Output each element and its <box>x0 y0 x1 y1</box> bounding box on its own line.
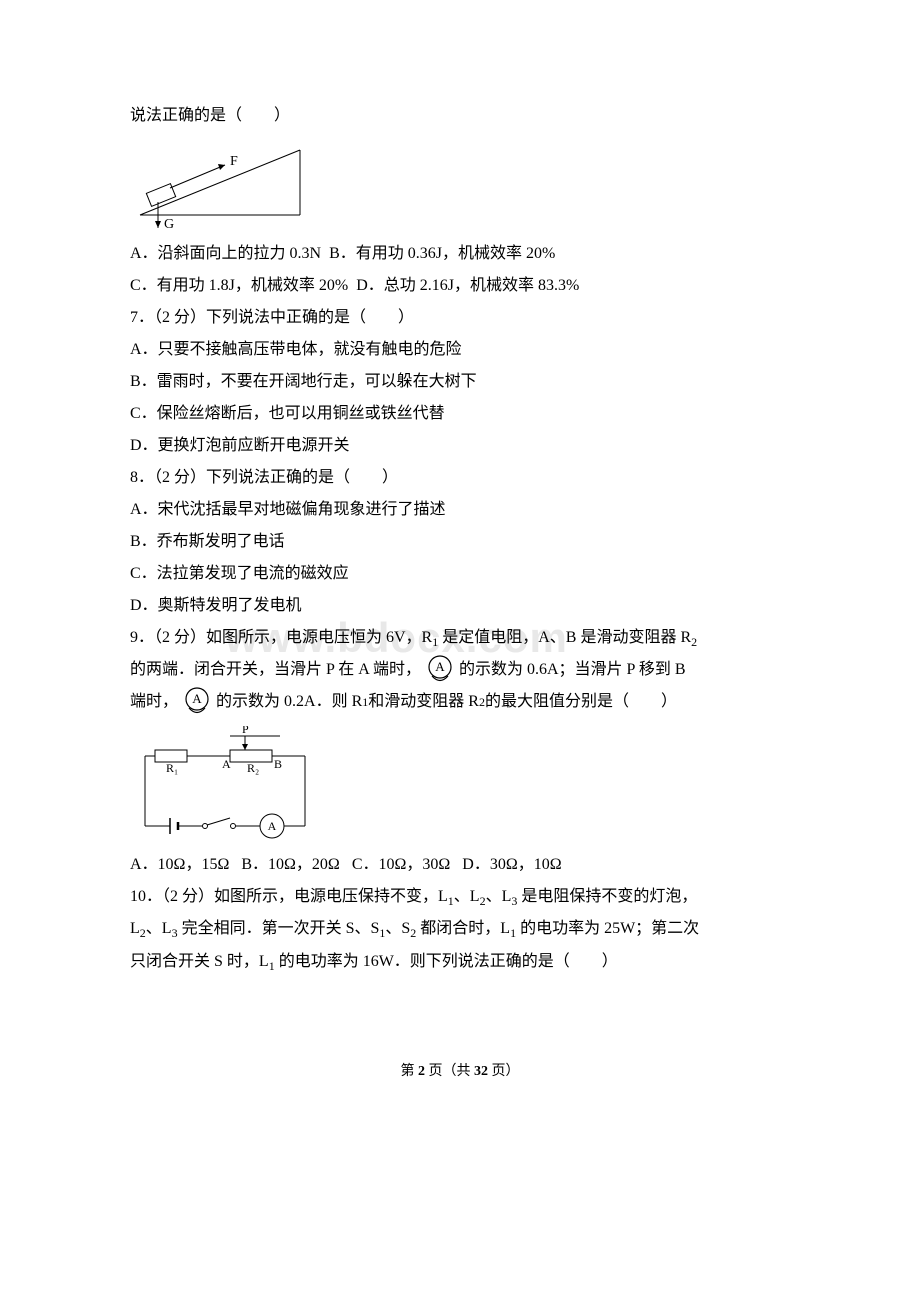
q10-text: 、L <box>454 888 480 905</box>
q10-text: 的电功率为 25W；第二次 <box>516 920 699 937</box>
q7-option-c: C．保险丝熔断后，也可以用铜丝或铁丝代替 <box>130 398 790 430</box>
q10-text: 、L <box>146 920 172 937</box>
q9-option-d: D．30Ω，10Ω <box>462 856 561 873</box>
svg-text:A: A <box>222 757 231 771</box>
q10-text: 完全相同．第一次开关 S、S <box>178 920 380 937</box>
footer-text: 页） <box>488 1064 520 1079</box>
footer-total: 32 <box>474 1064 488 1079</box>
q9-option-a: A．10Ω，15Ω <box>130 856 229 873</box>
q8-option-b: B．乔布斯发明了电话 <box>130 526 790 558</box>
q10-text: 都闭合时，L <box>416 920 510 937</box>
svg-text:A: A <box>435 659 445 674</box>
q7-option-b: B．雷雨时，不要在开阔地行走，可以躲在大树下 <box>130 366 790 398</box>
ammeter-icon: A <box>180 687 214 717</box>
q9-text: 端时， <box>130 686 178 718</box>
svg-text:G: G <box>164 217 174 230</box>
q8-option-a: A．宋代沈括最早对地磁偏角现象进行了描述 <box>130 494 790 526</box>
q6-option-a: A．沿斜面向上的拉力 0.3N <box>130 245 321 262</box>
ammeter-icon: A <box>423 655 457 685</box>
q9-option-b: B．10Ω，20Ω <box>241 856 339 873</box>
footer-text: 页（共 <box>425 1064 474 1079</box>
q7-stem: 7．（2 分）下列说法中正确的是（ ） <box>130 302 790 334</box>
q9-text: 的示数为 0.6A；当滑片 P 移到 B <box>459 654 686 686</box>
q10-stem-line2: L2、L3 完全相同．第一次开关 S、S1、S2 都闭合时，L1 的电功率为 2… <box>130 913 790 945</box>
q6-option-b: B．有用功 0.36J，机械效率 20% <box>329 245 555 262</box>
q10-text: 的电功率为 16W．则下列说法正确的是（ ） <box>275 953 618 970</box>
q9-text: 和滑动变阻器 R <box>368 686 479 718</box>
q9-text: 是定值电阻，A、B 是滑动变阻器 R <box>438 629 691 646</box>
footer-text: 第 <box>401 1064 419 1079</box>
q10-stem-line1: 10．（2 分）如图所示，电源电压保持不变，L1、L2、L3 是电阻保持不变的灯… <box>130 881 790 913</box>
q6-stem: 说法正确的是（ ） <box>130 100 790 132</box>
svg-text:A: A <box>192 691 202 706</box>
q7-option-a: A．只要不接触高压带电体，就没有触电的危险 <box>130 334 790 366</box>
q9-circuit-diagram: R₁ P A R₂ B A <box>130 726 320 841</box>
svg-text:R₂: R₂ <box>247 761 259 775</box>
q9-stem-line3: 端时， A 的示数为 0.2A．则 R1 和滑动变阻器 R2 的最大阻值分别是（… <box>130 686 790 718</box>
q6-option-c: C．有用功 1.8J，机械效率 20% <box>130 277 348 294</box>
q8-option-c: C．法拉第发现了电流的磁效应 <box>130 558 790 590</box>
q10-text: L <box>130 920 140 937</box>
q9-sub: 2 <box>691 635 697 649</box>
q9-stem-line1: 9．（2 分）如图所示，电源电压恒为 6V，R1 是定值电阻，A、B 是滑动变阻… <box>130 622 790 654</box>
svg-text:F: F <box>230 154 238 169</box>
q10-stem-line3: 只闭合开关 S 时，L1 的电功率为 16W．则下列说法正确的是（ ） <box>130 946 790 978</box>
q10-text: 是电阻保持不变的灯泡， <box>517 888 697 905</box>
q9-options: A．10Ω，15Ω B．10Ω，20Ω C．10Ω，30Ω D．30Ω，10Ω <box>130 849 790 881</box>
page-footer: 第 2 页（共 32 页） <box>130 1058 790 1086</box>
q10-text: 、S <box>385 920 410 937</box>
q9-stem-line2: 的两端．闭合开关，当滑片 P 在 A 端时， A 的示数为 0.6A；当滑片 P… <box>130 654 790 686</box>
q9-text: 的两端．闭合开关，当滑片 P 在 A 端时， <box>130 654 421 686</box>
q10-text: 10．（2 分）如图所示，电源电压保持不变，L <box>130 888 448 905</box>
svg-text:B: B <box>274 757 282 771</box>
footer-page: 2 <box>418 1064 425 1079</box>
q9-option-c: C．10Ω，30Ω <box>352 856 450 873</box>
svg-text:R₁: R₁ <box>166 761 178 775</box>
q6-option-d: D．总功 2.16J，机械效率 83.3% <box>356 277 579 294</box>
svg-text:A: A <box>268 819 277 833</box>
q10-text: 、L <box>486 888 512 905</box>
q8-option-d: D．奥斯特发明了发电机 <box>130 590 790 622</box>
svg-text:P: P <box>242 726 249 736</box>
q6-incline-diagram: F G <box>130 140 310 230</box>
q8-stem: 8．（2 分）下列说法正确的是（ ） <box>130 462 790 494</box>
q7-option-d: D．更换灯泡前应断开电源开关 <box>130 430 790 462</box>
q6-options-cd: C．有用功 1.8J，机械效率 20% D．总功 2.16J，机械效率 83.3… <box>130 270 790 302</box>
q9-text: 9．（2 分）如图所示，电源电压恒为 6V，R <box>130 629 432 646</box>
q9-text: 的最大阻值分别是（ ） <box>485 686 677 718</box>
q10-text: 只闭合开关 S 时，L <box>130 953 269 970</box>
q9-text: 的示数为 0.2A．则 R <box>216 686 362 718</box>
q6-options-ab: A．沿斜面向上的拉力 0.3N B．有用功 0.36J，机械效率 20% <box>130 238 790 270</box>
